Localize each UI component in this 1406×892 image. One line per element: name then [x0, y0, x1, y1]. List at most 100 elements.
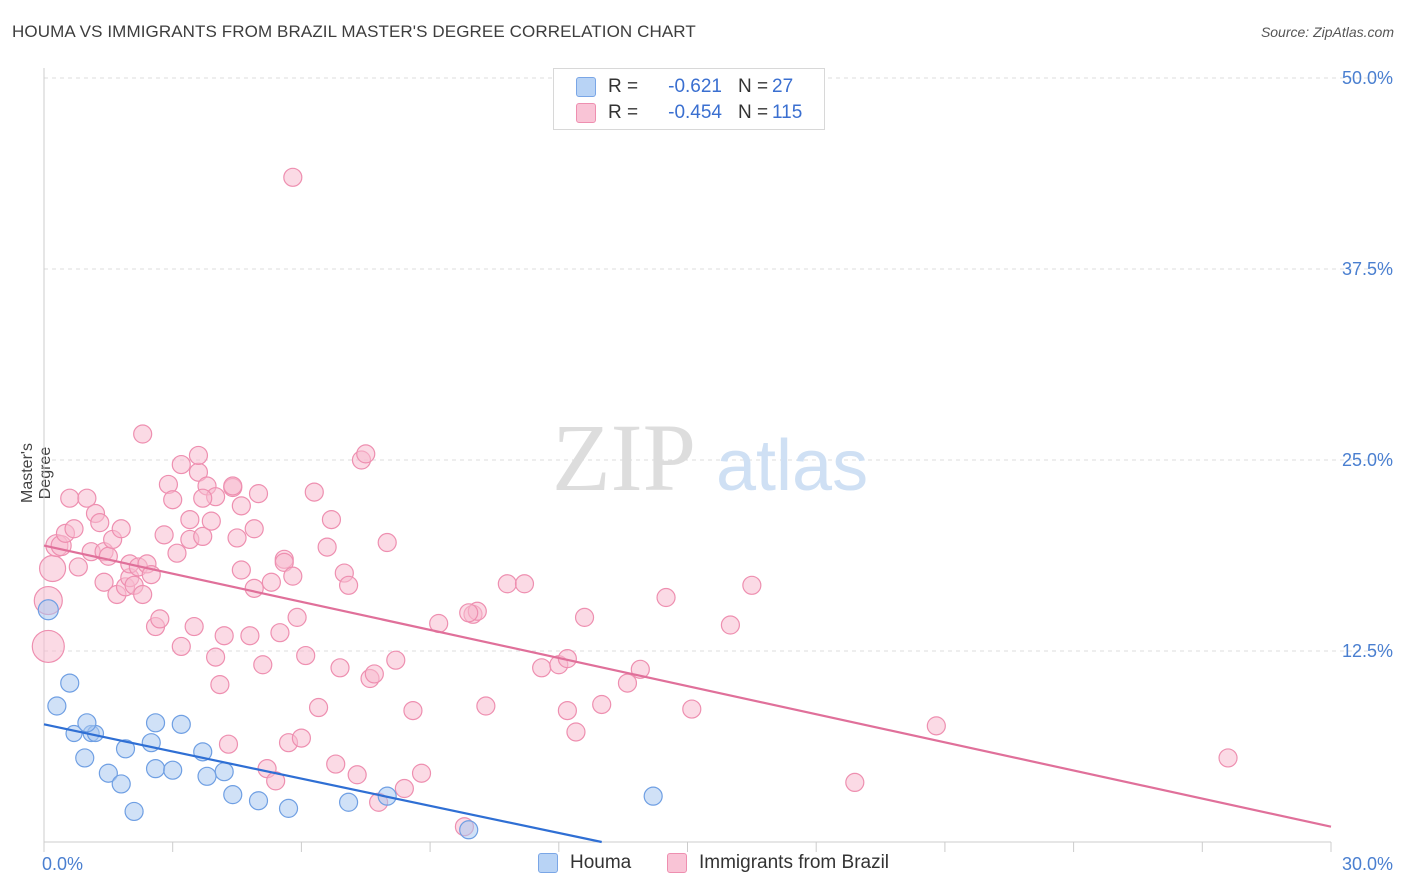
houma-point — [75, 748, 95, 768]
houma-point — [214, 762, 234, 782]
legend-row-houma: R = -0.621 N = 27 — [576, 76, 793, 98]
legend-n-label: N = — [738, 76, 769, 97]
brazil-point — [845, 772, 865, 793]
houma-point — [338, 792, 359, 812]
brazil-point — [514, 574, 535, 594]
brazil-point — [133, 584, 153, 605]
legend-n-value: 115 — [772, 102, 803, 123]
brazil-swatch — [576, 103, 596, 123]
brazil-point — [347, 765, 367, 785]
brazil-point — [403, 700, 423, 721]
brazil-point — [326, 754, 346, 774]
brazil-point — [201, 511, 221, 531]
legend-r-value: -0.454 — [668, 102, 722, 123]
brazil-point — [682, 699, 702, 719]
brazil-point — [231, 560, 251, 580]
brazil-point — [133, 424, 153, 444]
legend-row-brazil: R = -0.454 N = 115 — [576, 102, 802, 124]
houma-point — [197, 766, 217, 786]
brazil-point — [248, 484, 269, 504]
houma-point — [124, 801, 144, 822]
brazil-point — [171, 454, 191, 475]
brazil-point — [317, 537, 337, 557]
legend-r-value: -0.621 — [668, 76, 722, 97]
houma-point — [47, 696, 67, 716]
brazil-point — [356, 444, 376, 464]
brazil-point — [304, 482, 324, 502]
brazil-point — [167, 543, 187, 563]
brazil-point — [214, 626, 234, 646]
brazil-legend-label: Immigrants from Brazil — [699, 852, 890, 873]
brazil-point — [338, 575, 359, 595]
brazil-point — [574, 607, 595, 627]
watermark-zip: ZIP — [552, 404, 696, 511]
brazil-point — [154, 525, 174, 545]
brazil-point — [283, 566, 303, 586]
brazil-point — [364, 664, 384, 684]
houma-point — [643, 786, 663, 806]
brazil-point — [330, 658, 350, 678]
brazil-point — [231, 496, 251, 516]
houma-point — [163, 760, 183, 780]
houma-legend-label: Houma — [570, 852, 632, 873]
y-tick-label: 25.0% — [1342, 450, 1393, 470]
brazil-point — [253, 655, 273, 675]
brazil-point — [244, 578, 264, 598]
brazil-point — [38, 554, 67, 583]
y-tick-label: 12.5% — [1342, 641, 1393, 661]
brazil-point — [394, 778, 414, 799]
brazil-point — [291, 728, 311, 748]
brazil-point — [617, 673, 638, 693]
brazil-point — [60, 488, 80, 508]
brazil-point — [377, 532, 397, 553]
y-tick-label: 37.5% — [1342, 259, 1393, 279]
brazil-point — [266, 771, 286, 791]
houma-point — [98, 763, 118, 783]
brazil-point — [1218, 748, 1238, 768]
brazil-point — [497, 574, 517, 594]
houma-point — [171, 714, 191, 734]
houma-point — [145, 759, 166, 779]
brazil-point — [308, 697, 329, 718]
brazil-point — [411, 763, 432, 783]
brazil-point — [476, 696, 496, 716]
brazil-point — [720, 615, 741, 635]
brazil-point — [244, 519, 264, 539]
brazil-point — [321, 509, 342, 530]
brazil-point — [111, 519, 131, 539]
brazil-legend-swatch — [667, 853, 687, 873]
brazil-point — [193, 526, 213, 547]
bottom-legend-houma: Houma — [538, 852, 631, 874]
brazil-point — [283, 167, 303, 187]
brazil-point — [223, 476, 243, 496]
brazil-point — [64, 519, 84, 539]
brazil-point — [163, 490, 183, 510]
legend-n-label: N = — [738, 102, 769, 123]
brazil-point — [386, 650, 406, 670]
brazil-point — [742, 575, 762, 595]
watermark-atlas: atlas — [716, 426, 868, 506]
brazil-point — [566, 722, 586, 742]
houma-point — [60, 673, 80, 693]
brazil-point — [240, 626, 260, 646]
houma-point — [459, 820, 479, 840]
brazil-point — [77, 488, 97, 508]
stats-legend: R = -0.621 N = 27 R = -0.454 N = 115 — [553, 68, 825, 130]
brazil-point — [592, 694, 612, 715]
brazil-point — [68, 557, 88, 577]
brazil-point — [227, 528, 247, 548]
brazil-point — [656, 587, 676, 608]
brazil-point — [98, 546, 118, 566]
brazil-point — [94, 572, 114, 592]
brazil-point — [180, 509, 200, 530]
houma-point — [37, 599, 59, 621]
brazil-point — [532, 658, 552, 678]
brazil-point — [557, 700, 577, 721]
houma-point — [223, 785, 243, 805]
source-label: Source: ZipAtlas.com — [1260, 24, 1394, 40]
houma-point — [248, 791, 269, 811]
brazil-point — [270, 623, 290, 643]
houma-trend-line — [43, 723, 602, 844]
brazil-point — [459, 603, 479, 623]
